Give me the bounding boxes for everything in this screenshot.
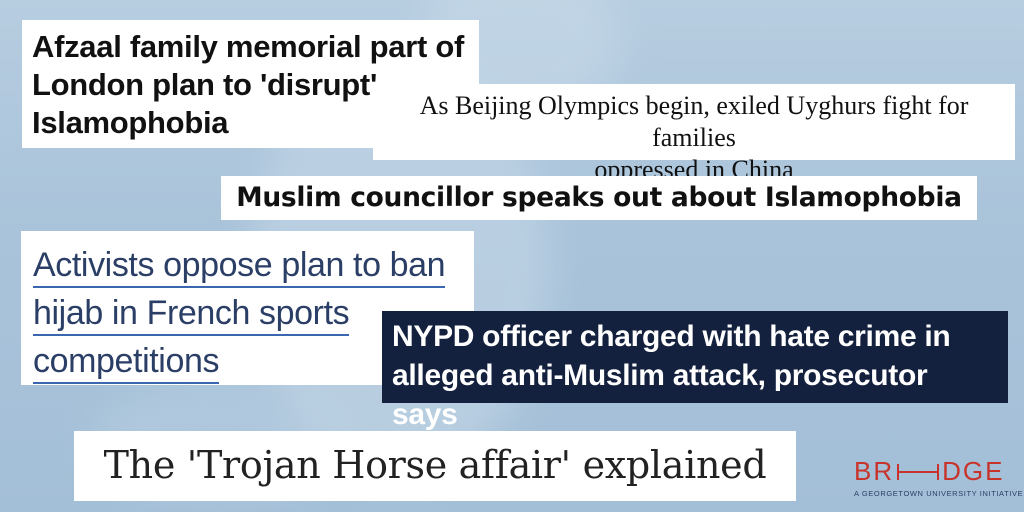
logo-wordmark: BR DGE [854, 456, 1018, 487]
headline-line: London plan to 'disrupt' [32, 67, 378, 102]
bridge-connector-icon [897, 462, 940, 482]
headline-nypd-officer: NYPD officer charged with hate crime in … [382, 311, 1008, 431]
headline-line: NYPD officer charged with hate crime in [392, 320, 951, 353]
headline-line: Afzaal family memorial part of [32, 29, 465, 64]
logo-wordmark-right: DGE [942, 456, 1005, 486]
headline-line: alleged anti-Muslim attack, prosecutor s… [392, 359, 928, 431]
headline-line: competitions [33, 337, 219, 385]
headline-line: Islamophobia [32, 105, 229, 140]
bridge-logo: BR DGE A GEORGETOWN UNIVERSITY INITIATIV… [854, 456, 1024, 506]
logo-wordmark-left: BR [854, 456, 895, 486]
headline-muslim-councillor: Muslim councillor speaks out about Islam… [221, 176, 977, 220]
headline-line: As Beijing Olympics begin, exiled Uyghur… [419, 91, 969, 152]
headline-text: Muslim councillor speaks out about Islam… [236, 182, 962, 213]
headline-trojan-horse: The 'Trojan Horse affair' explained [74, 431, 796, 501]
headline-line: Activists oppose plan to ban [33, 241, 446, 289]
headline-line: hijab in French sports [33, 289, 350, 337]
logo-tagline: A GEORGETOWN UNIVERSITY INITIATIVE [854, 489, 1024, 498]
headline-beijing-olympics: As Beijing Olympics begin, exiled Uyghur… [373, 84, 1015, 184]
headline-text: The 'Trojan Horse affair' explained [103, 443, 767, 487]
